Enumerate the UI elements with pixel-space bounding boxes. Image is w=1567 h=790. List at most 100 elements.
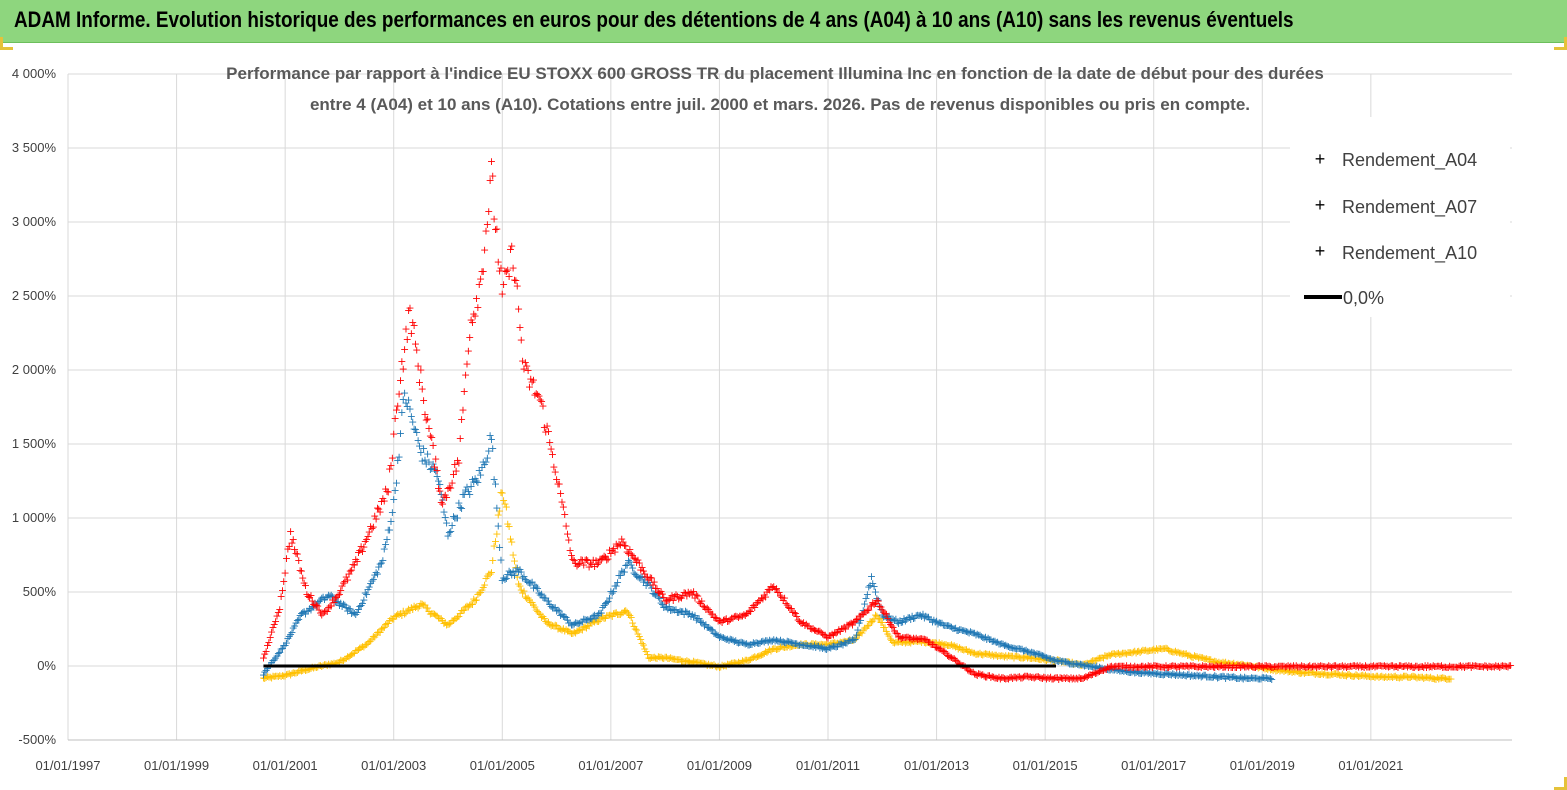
data-point: + [963, 664, 972, 677]
data-point: + [1174, 645, 1183, 658]
data-point: + [1004, 649, 1013, 662]
data-point: + [336, 596, 345, 609]
data-point: + [285, 667, 294, 680]
y-tick-label: 2 500% [12, 288, 57, 303]
data-point: + [495, 264, 504, 277]
data-point: + [1225, 657, 1234, 670]
data-point: + [1262, 662, 1271, 675]
data-point: + [1060, 655, 1069, 668]
data-point: + [1032, 647, 1041, 660]
data-point: + [776, 641, 785, 654]
data-point: + [1016, 672, 1025, 685]
data-point: + [1133, 665, 1142, 678]
data-point: + [829, 636, 838, 649]
data-point: + [509, 548, 518, 561]
data-point: + [555, 622, 564, 635]
data-point: + [749, 636, 758, 649]
data-point: + [1036, 649, 1045, 662]
data-point: + [540, 612, 549, 625]
data-point: + [1049, 655, 1058, 668]
data-point: + [651, 588, 660, 601]
legend-label-zero: 0,0% [1343, 288, 1384, 308]
data-point: + [595, 606, 604, 619]
data-point: + [580, 613, 589, 626]
data-point: + [868, 577, 877, 590]
data-point: + [732, 657, 741, 670]
data-point: + [882, 608, 891, 621]
data-point: + [1385, 671, 1394, 684]
data-point: + [988, 635, 997, 648]
data-point: + [1129, 646, 1138, 659]
data-point: + [1013, 642, 1022, 655]
data-point: + [996, 672, 1005, 685]
data-point: + [1263, 663, 1272, 676]
data-point: + [1182, 647, 1191, 660]
data-point: + [1073, 658, 1082, 671]
data-point: + [746, 653, 755, 666]
data-point: + [772, 643, 781, 656]
data-point: + [1153, 666, 1162, 679]
data-point: + [1430, 673, 1439, 686]
data-point: + [947, 651, 956, 664]
data-point: + [1206, 660, 1215, 673]
data-point: + [568, 553, 577, 566]
data-point: + [564, 533, 573, 546]
data-point: + [434, 482, 443, 495]
data-point: + [422, 413, 431, 426]
data-point: + [1114, 659, 1123, 672]
data-point: + [361, 639, 370, 652]
data-point: + [1187, 660, 1196, 673]
data-point: + [1041, 650, 1050, 663]
data-point: + [807, 637, 816, 650]
corner-marker-top-right [1554, 37, 1567, 50]
data-point: + [1061, 656, 1070, 669]
data-point: + [1121, 647, 1130, 660]
data-point: + [587, 613, 596, 626]
data-point: + [262, 645, 271, 658]
data-point: + [777, 640, 786, 653]
data-point: + [1000, 639, 1009, 652]
data-point: + [282, 636, 291, 649]
data-point: + [1019, 671, 1028, 684]
data-point: + [1212, 659, 1221, 672]
data-point: + [348, 606, 357, 619]
data-point: + [827, 636, 836, 649]
data-point: + [837, 636, 846, 649]
data-point: + [1241, 672, 1250, 685]
data-point: + [646, 571, 655, 584]
data-point: + [385, 523, 394, 536]
data-point: + [940, 619, 949, 632]
data-point: + [1046, 652, 1055, 665]
data-point: + [1195, 669, 1204, 682]
data-point: + [1045, 652, 1054, 665]
data-point: + [1248, 671, 1257, 684]
data-point: + [1066, 658, 1075, 671]
data-point: + [787, 602, 796, 615]
data-point: + [1328, 668, 1337, 681]
data-point: + [548, 448, 557, 461]
data-point: + [739, 655, 748, 668]
data-point: + [829, 640, 838, 653]
data-point: + [734, 611, 743, 624]
data-point: + [335, 656, 344, 669]
data-point: + [491, 477, 500, 490]
data-point: + [433, 610, 442, 623]
data-point: + [675, 591, 684, 604]
data-point: + [751, 651, 760, 664]
data-point: + [1012, 642, 1021, 655]
data-point: + [377, 495, 386, 508]
data-point: + [951, 641, 960, 654]
data-point: + [446, 525, 455, 538]
data-point: + [557, 495, 566, 508]
data-point: + [571, 557, 580, 570]
data-point: + [291, 666, 300, 679]
data-point: + [304, 590, 313, 603]
data-point: + [764, 635, 773, 648]
data-point: + [264, 636, 273, 649]
data-point: + [1229, 659, 1238, 672]
data-point: + [990, 671, 999, 684]
data-point: + [1121, 664, 1130, 677]
data-point: + [817, 626, 826, 639]
data-point: + [452, 512, 461, 525]
data-point: + [1026, 670, 1035, 683]
